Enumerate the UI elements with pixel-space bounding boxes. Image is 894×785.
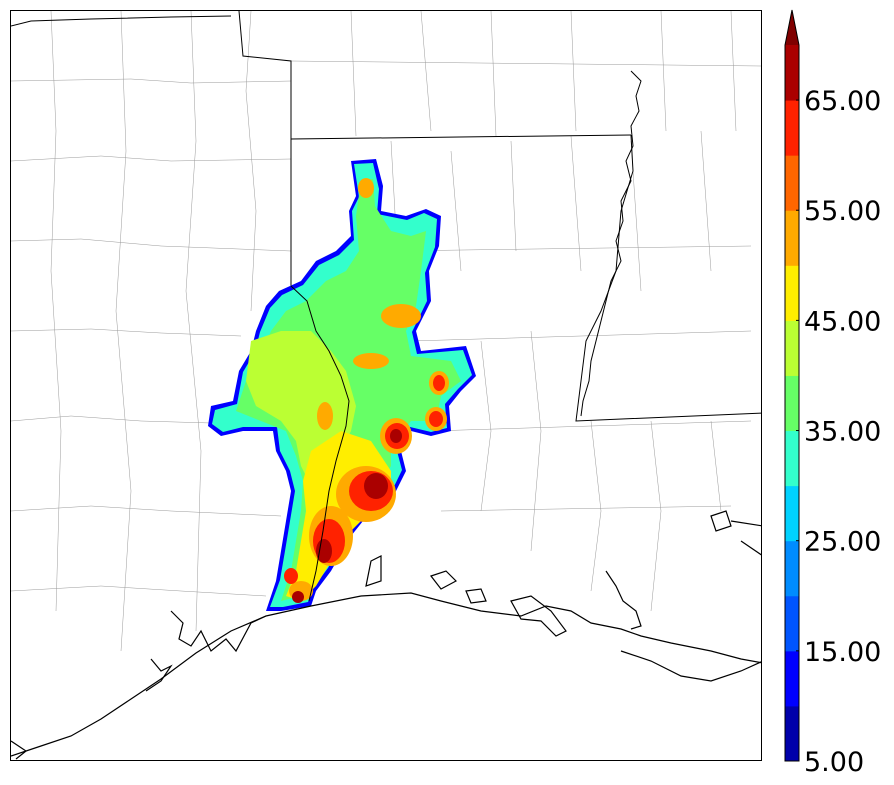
cell-red-6 <box>284 568 298 584</box>
colorbar-swatch <box>785 375 799 432</box>
map-panel <box>10 10 762 761</box>
colorbar-swatch <box>785 320 799 376</box>
colorbar: 5.00 15.00 25.00 35.00 45.00 55.00 65.00 <box>784 9 881 778</box>
reflectivity-field <box>208 159 476 611</box>
colorbar-tick-label: 15.00 <box>804 637 881 668</box>
cell-max-2 <box>316 539 332 563</box>
river <box>580 70 642 417</box>
colorbar-swatches <box>784 9 800 762</box>
colorbar-tick-label: 65.00 <box>804 86 881 117</box>
colorbar-swatch <box>785 265 799 321</box>
colorbar-swatch <box>785 705 799 762</box>
cell-orange-8 <box>317 402 333 430</box>
colorbar-swatch <box>785 650 799 707</box>
colorbar-tick-label: 5.00 <box>804 747 864 778</box>
colorbar-swatch <box>785 485 799 542</box>
colorbar-swatch <box>785 540 799 597</box>
cell-orange-10 <box>358 178 374 198</box>
colorbar-tick-label: 45.00 <box>804 306 881 337</box>
cell-orange-7 <box>353 353 389 369</box>
colorbar-swatch <box>785 155 799 211</box>
cell-max-4 <box>292 591 304 603</box>
state-line-overlay <box>290 285 350 602</box>
colorbar-swatch <box>785 100 799 156</box>
colorbar-tick-label: 35.00 <box>804 417 881 448</box>
colorbar-tick-label: 25.00 <box>804 527 881 558</box>
cell-orange-6 <box>381 304 421 328</box>
colorbar-swatch <box>785 430 799 487</box>
colorbar-tick-label: 55.00 <box>804 196 881 227</box>
county-boundaries <box>11 11 761 652</box>
coastline <box>11 510 761 760</box>
cell-max-3 <box>390 429 402 443</box>
cell-red-5 <box>433 375 445 391</box>
cell-red-4 <box>429 411 443 427</box>
colorbar-swatch <box>785 45 799 101</box>
reflectivity-map <box>11 11 761 760</box>
colorbar-swatch <box>785 210 799 266</box>
colorbar-tick-labels: 5.00 15.00 25.00 35.00 45.00 55.00 65.00 <box>804 86 881 778</box>
cell-max-1 <box>364 473 388 499</box>
colorbar-swatch <box>785 595 799 652</box>
colorbar-extend-arrow <box>785 10 799 45</box>
